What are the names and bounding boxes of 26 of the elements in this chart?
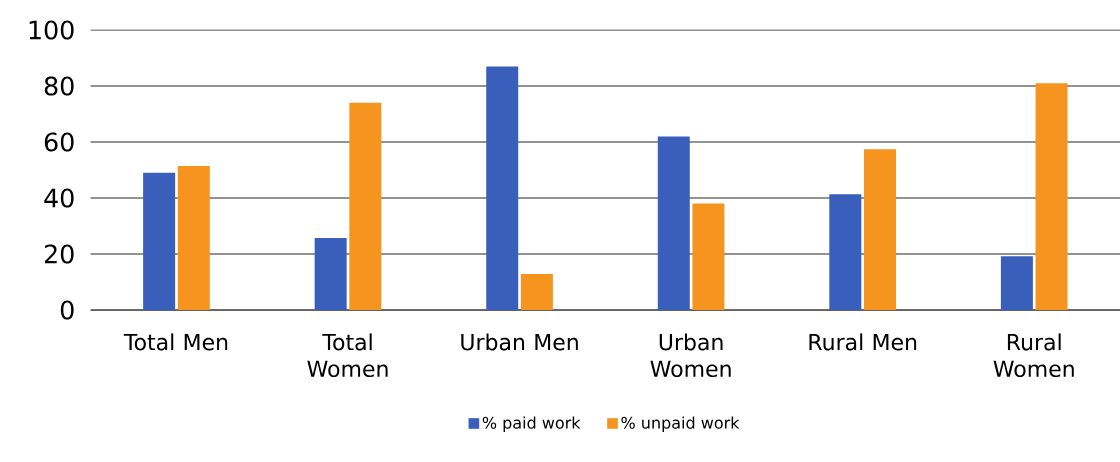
y-tick-label: 0 [60, 300, 74, 320]
bar [864, 149, 896, 310]
bar [314, 238, 347, 310]
bar [143, 172, 176, 310]
x-tick-label: Total Women [307, 333, 388, 378]
bar [829, 194, 862, 310]
y-tick-label: 100 [29, 20, 74, 40]
y-tick-label: 80 [44, 76, 74, 96]
legend-label: % unpaid work [621, 416, 740, 432]
legend-label: % paid work [482, 416, 581, 432]
x-tick-label: Rural Men [809, 333, 917, 351]
x-tick-label: Urban Men [461, 333, 578, 351]
y-tick-label: 40 [44, 188, 74, 208]
bar [1000, 256, 1033, 310]
bar [349, 102, 382, 310]
bar [520, 273, 553, 310]
bar [177, 166, 210, 310]
x-tick-label: Urban Women [650, 333, 731, 378]
x-tick-label: Total Men [123, 333, 228, 351]
x-tick-label: Rural Women [993, 333, 1074, 378]
y-tick-label: 20 [44, 244, 74, 264]
bar [657, 136, 690, 310]
bar [1035, 83, 1068, 310]
y-tick-label: 60 [44, 132, 74, 152]
bar [486, 66, 519, 310]
bar [692, 203, 725, 310]
